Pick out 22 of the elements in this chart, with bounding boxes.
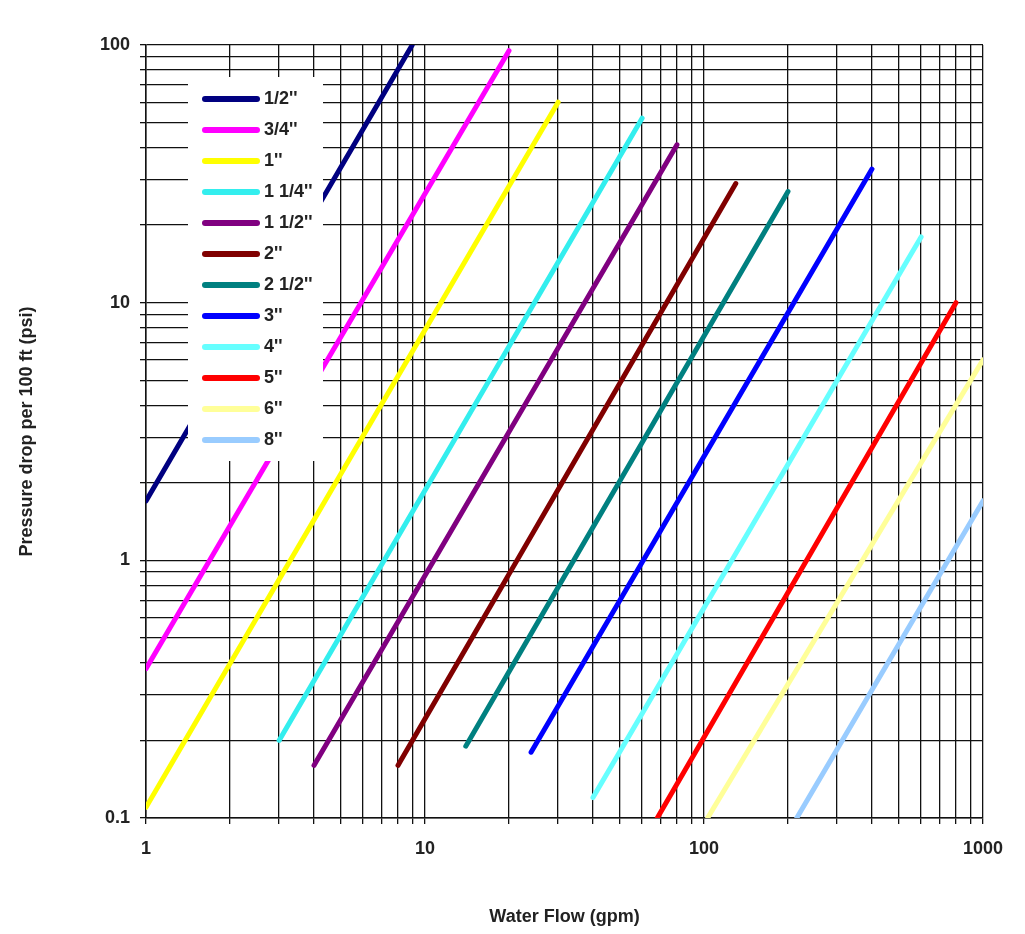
legend-label: 1 1/2'' [264,212,313,233]
legend-label: 8'' [264,429,283,450]
legend-label: 6'' [264,398,283,419]
legend-label: 4'' [264,336,283,357]
x-tick-label: 10 [414,837,436,858]
legend-label: 3'' [264,305,283,326]
y-tick-label: 0.1 [104,806,130,827]
x-tick-label: 100 [688,837,720,858]
y-tick-label: 100 [99,33,130,54]
x-tick-label: 1000 [962,837,1004,858]
legend-label: 1'' [264,150,283,171]
y-tick-label: 1 [119,549,130,570]
x-axis-title: Water Flow (gpm) [489,906,640,927]
y-axis-title: Pressure drop per 100 ft (psi) [15,306,36,557]
legend-label: 3/4'' [264,119,298,140]
legend-label: 2'' [264,243,283,264]
legend-label: 5'' [264,367,283,388]
legend-label: 1 1/4'' [264,181,313,202]
y-tick-label: 10 [109,291,130,312]
legend-label: 1/2'' [264,88,298,109]
x-tick-label: 1 [140,837,152,858]
legend-label: 2 1/2'' [264,274,313,295]
